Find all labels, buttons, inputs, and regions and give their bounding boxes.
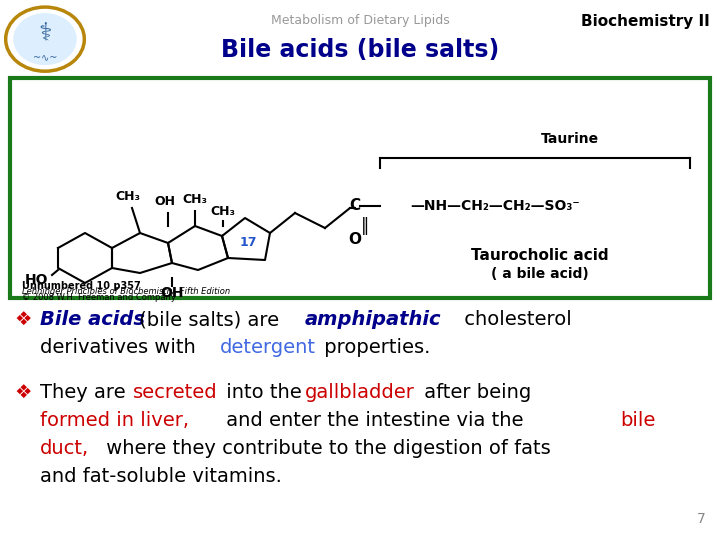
Text: ❖: ❖ <box>14 383 32 402</box>
Text: Bile acids (bile salts): Bile acids (bile salts) <box>221 38 499 62</box>
Text: (bile salts) are: (bile salts) are <box>133 310 285 329</box>
Text: duct,: duct, <box>40 439 89 458</box>
Text: 7: 7 <box>697 512 706 526</box>
Text: CH₃: CH₃ <box>210 205 235 218</box>
Bar <box>10 78 710 298</box>
Ellipse shape <box>14 14 76 64</box>
Text: O: O <box>348 233 361 247</box>
Text: where they contribute to the digestion of fats: where they contribute to the digestion o… <box>100 439 551 458</box>
Text: after being: after being <box>418 383 531 402</box>
Text: Bile acids: Bile acids <box>40 310 145 329</box>
Text: © 2008 W.H. Freeman and Company: © 2008 W.H. Freeman and Company <box>22 293 176 301</box>
Text: Taurocholic acid: Taurocholic acid <box>471 248 609 264</box>
Text: —NH—CH₂—CH₂—SO₃⁻: —NH—CH₂—CH₂—SO₃⁻ <box>410 199 580 213</box>
Text: formed in liver,: formed in liver, <box>40 411 189 430</box>
Text: OH: OH <box>161 286 184 300</box>
Text: derivatives with: derivatives with <box>40 338 202 357</box>
Text: CH₃: CH₃ <box>182 193 207 206</box>
Text: and enter the intestine via the: and enter the intestine via the <box>220 411 530 430</box>
Text: ~∿~: ~∿~ <box>33 53 57 63</box>
Text: Biochemistry II: Biochemistry II <box>581 14 710 29</box>
Text: HO: HO <box>24 273 48 287</box>
Text: ❖: ❖ <box>14 310 32 329</box>
Text: They are: They are <box>40 383 132 402</box>
Text: bile: bile <box>620 411 655 430</box>
Text: Lehninger Principles of Biochemistry, Fifth Edition: Lehninger Principles of Biochemistry, Fi… <box>22 287 230 296</box>
Text: cholesterol: cholesterol <box>458 310 572 329</box>
Text: C: C <box>349 199 361 213</box>
Text: properties.: properties. <box>318 338 431 357</box>
Text: ‖: ‖ <box>361 217 369 235</box>
Text: Metabolism of Dietary Lipids: Metabolism of Dietary Lipids <box>271 14 449 27</box>
Text: secreted: secreted <box>133 383 217 402</box>
Text: and fat-soluble vitamins.: and fat-soluble vitamins. <box>40 467 282 486</box>
Text: into the: into the <box>220 383 308 402</box>
Text: ( a bile acid): ( a bile acid) <box>491 267 589 281</box>
Text: detergent: detergent <box>220 338 316 357</box>
Text: Unnumbered 10 p357: Unnumbered 10 p357 <box>22 281 140 291</box>
Text: 17: 17 <box>239 237 257 249</box>
Text: ⚕: ⚕ <box>38 22 52 46</box>
Text: amphipathic: amphipathic <box>305 310 441 329</box>
Text: gallbladder: gallbladder <box>305 383 415 402</box>
Text: CH₃: CH₃ <box>115 190 140 203</box>
Text: OH: OH <box>155 195 176 208</box>
Text: Taurine: Taurine <box>541 132 599 146</box>
